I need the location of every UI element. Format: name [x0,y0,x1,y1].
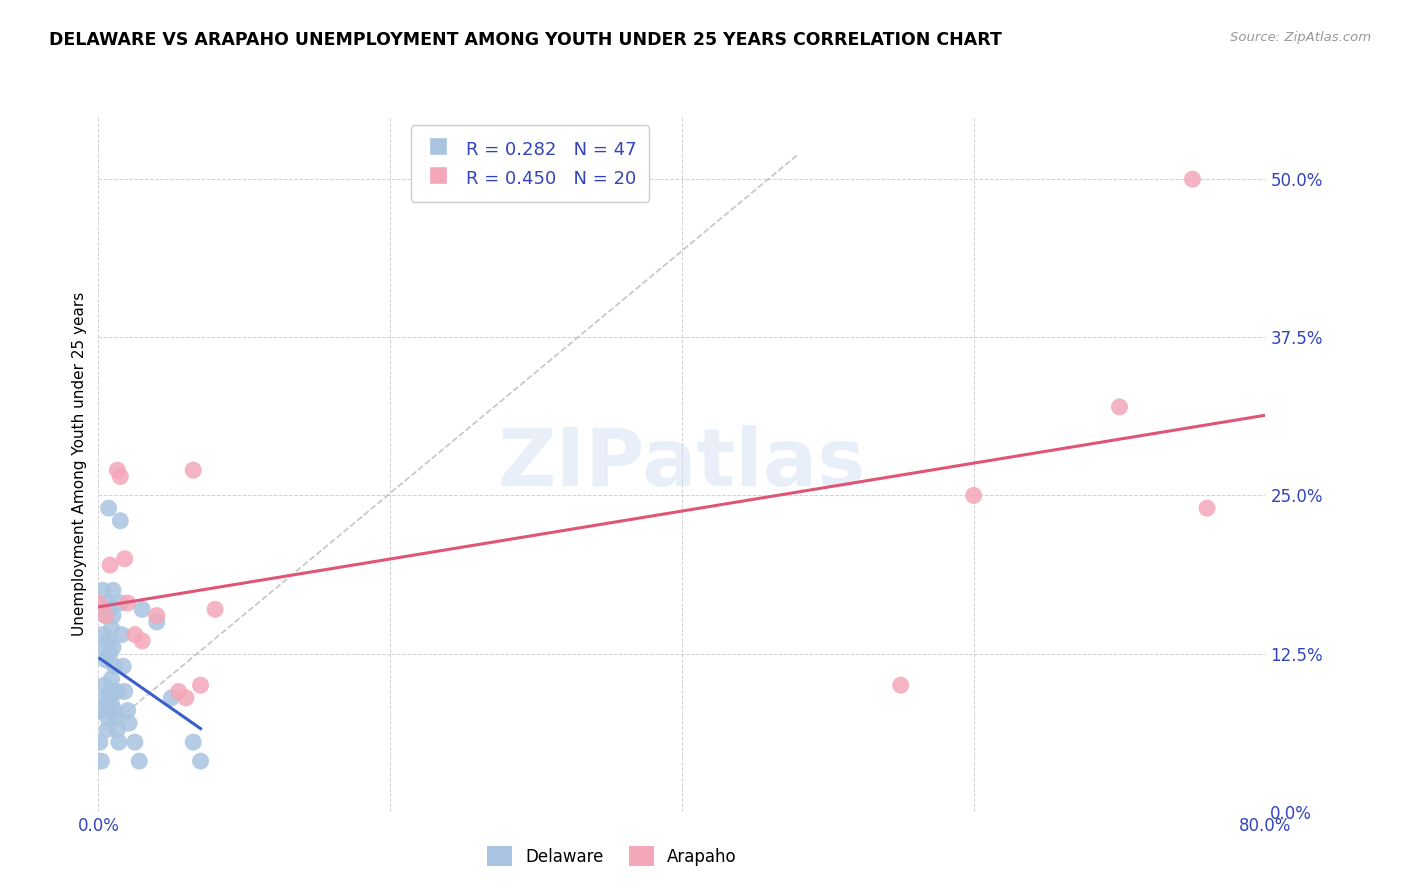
Point [131,634,153,648]
Point [110,514,132,528]
Point [98,684,121,698]
Text: DELAWARE VS ARAPAHO UNEMPLOYMENT AMONG YOUTH UNDER 25 YEARS CORRELATION CHART: DELAWARE VS ARAPAHO UNEMPLOYMENT AMONG Y… [49,31,1002,49]
Point [108,735,131,749]
Point [190,678,212,692]
Point [101,684,124,698]
Point [105,723,128,737]
Point [93,678,115,692]
Point [100,697,122,711]
Point [114,684,136,698]
Point [890,678,912,692]
Point [94,690,117,705]
Point [100,672,122,686]
Point [124,735,146,749]
Point [962,488,984,502]
Point [98,602,121,616]
Point [93,640,115,655]
Point [96,710,118,724]
Legend: Delaware, Arapaho: Delaware, Arapaho [481,839,744,873]
Point [190,754,212,768]
Point [1108,400,1130,414]
Point [94,608,117,623]
Point [110,596,132,610]
Point [105,684,128,698]
Point [101,640,124,655]
Point [1195,501,1218,516]
Point [110,469,132,483]
Point [101,608,124,623]
Text: Source: ZipAtlas.com: Source: ZipAtlas.com [1230,31,1371,45]
Point [98,647,121,661]
Point [97,634,120,648]
Point [90,754,112,768]
Point [160,690,183,705]
Point [105,463,128,477]
Point [94,653,117,667]
Point [117,596,139,610]
Point [89,735,111,749]
Point [103,659,125,673]
Text: ZIPatlas: ZIPatlas [498,425,866,503]
Point [112,659,135,673]
Y-axis label: Unemployment Among Youth under 25 years: Unemployment Among Youth under 25 years [72,292,87,636]
Point [100,621,122,635]
Point [146,608,169,623]
Point [128,754,150,768]
Point [97,596,120,610]
Point [104,710,127,724]
Point [114,551,136,566]
Point [98,558,121,572]
Point [104,684,127,698]
Point [204,602,226,616]
Point [101,583,124,598]
Point [96,697,118,711]
Point [124,627,146,641]
Point [1181,172,1204,186]
Point [146,615,169,629]
Point [97,501,120,516]
Point [181,463,204,477]
Point [94,608,117,623]
Point [174,690,197,705]
Point [117,704,139,718]
Point [131,602,153,616]
Point [103,704,125,718]
Point [118,716,141,731]
Point [167,684,190,698]
Point [89,704,111,718]
Point [91,583,114,598]
Point [111,627,134,641]
Point [96,723,118,737]
Point [87,596,110,610]
Point [181,735,204,749]
Point [91,627,114,641]
